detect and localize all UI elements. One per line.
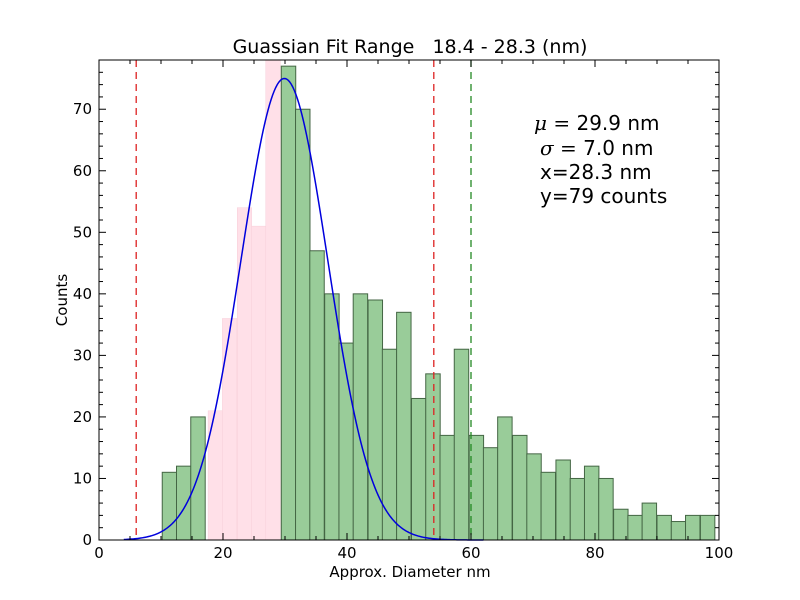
green-bar [598, 477, 614, 541]
green-bar [583, 465, 600, 541]
green-bar [627, 514, 643, 541]
y-tick-label: 50 [73, 223, 92, 241]
green-bar [512, 434, 528, 541]
green-bar [410, 397, 427, 541]
green-bar [367, 299, 384, 541]
x-tick-label: 100 [705, 544, 734, 562]
x-tick-label: 20 [213, 544, 232, 562]
y-tick-label: 10 [73, 469, 92, 487]
fit-annotation: σ = 7.0 nm [540, 136, 653, 160]
axis-ticks: 0 20 40 60 80 100 0 10 20 30 40 50 60 70 [73, 59, 734, 562]
x-tick-label: 40 [337, 544, 356, 562]
green-bar [569, 477, 586, 541]
pink-bar [222, 318, 238, 541]
fit-annotation: μ = 29.9 nm [534, 111, 660, 135]
green-bar [396, 311, 412, 541]
pink-bar [237, 207, 252, 541]
fit-annotation: y=79 counts [540, 184, 667, 208]
reference-lines [135, 60, 472, 540]
y-tick-label: 60 [73, 162, 92, 180]
green-bar [540, 471, 557, 541]
pink-bar [265, 59, 281, 541]
green-bar [670, 521, 687, 541]
x-tick-label: 80 [585, 544, 604, 562]
green-bar [526, 453, 542, 541]
fit-annotations: μ = 29.9 nmσ = 7.0 nmx=28.3 nmy=79 count… [534, 111, 667, 208]
green-bar [280, 65, 297, 541]
green-bar [468, 434, 485, 541]
y-axis-label: Counts [53, 274, 71, 327]
y-tick-label: 20 [73, 408, 92, 426]
x-tick-label: 0 [94, 544, 104, 562]
green-bar [381, 348, 398, 541]
green-bar [309, 250, 325, 541]
chart-title: Guassian Fit Range 18.4 - 28.3 (nm) [233, 36, 588, 58]
green-bar [497, 416, 513, 541]
green-bar-series [161, 65, 716, 541]
green-bar [656, 514, 672, 541]
pink-bar-series [207, 59, 281, 541]
green-bar [555, 459, 571, 541]
x-axis-label: Approx. Diameter nm [329, 563, 490, 581]
y-tick-label: 0 [82, 531, 92, 549]
fit-annotation: x=28.3 nm [540, 160, 652, 184]
green-bar [425, 373, 441, 541]
green-bar [295, 108, 311, 541]
y-tick-label: 40 [73, 285, 92, 303]
green-bar [453, 348, 470, 541]
green-bar [613, 508, 629, 541]
green-bar [482, 447, 499, 541]
y-tick-label: 30 [73, 346, 92, 364]
green-bar [699, 514, 716, 541]
y-tick-label: 70 [73, 100, 92, 118]
x-tick-label: 60 [461, 544, 480, 562]
green-bar [439, 434, 455, 541]
gaussian-fit-curve [123, 77, 484, 541]
green-bar [641, 502, 658, 541]
green-bar [176, 465, 192, 541]
green-bar [324, 293, 340, 541]
pink-bar [251, 225, 267, 541]
